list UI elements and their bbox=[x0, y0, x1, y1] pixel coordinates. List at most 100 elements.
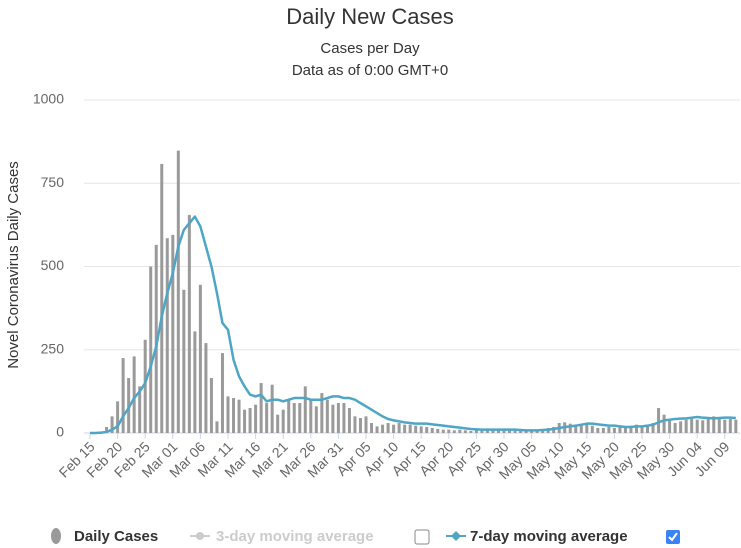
bar bbox=[419, 426, 423, 433]
bar bbox=[232, 398, 236, 433]
bar bbox=[160, 163, 164, 433]
checkbox[interactable] bbox=[414, 529, 430, 545]
bar bbox=[480, 430, 484, 433]
bar bbox=[458, 429, 462, 433]
bar bbox=[579, 424, 583, 433]
bar bbox=[171, 234, 175, 433]
bar bbox=[463, 430, 467, 433]
bar bbox=[397, 423, 401, 433]
bar bbox=[640, 426, 644, 433]
bar bbox=[342, 403, 346, 433]
bar bbox=[314, 406, 318, 433]
bar bbox=[281, 409, 285, 433]
bar bbox=[226, 396, 230, 433]
bar bbox=[309, 399, 313, 433]
bar bbox=[110, 416, 114, 433]
bar bbox=[403, 424, 407, 433]
bar bbox=[629, 425, 633, 433]
bar bbox=[684, 419, 688, 433]
y-tick-label: 1000 bbox=[33, 91, 64, 107]
bar bbox=[574, 424, 578, 433]
chart-subtitle: Data as of 0:00 GMT+0 bbox=[292, 62, 448, 79]
bar bbox=[254, 404, 258, 433]
bar bbox=[441, 429, 445, 433]
bar bbox=[237, 399, 241, 433]
legend-swatch bbox=[51, 528, 61, 544]
bar bbox=[215, 421, 219, 433]
bar bbox=[568, 423, 572, 433]
bar bbox=[243, 409, 247, 433]
y-tick-label: 0 bbox=[56, 424, 64, 440]
chart-title: Daily New Cases bbox=[286, 4, 454, 29]
y-tick-label: 250 bbox=[41, 340, 65, 356]
bar bbox=[513, 429, 517, 433]
bar bbox=[623, 427, 627, 433]
bar bbox=[209, 378, 213, 433]
bar bbox=[474, 429, 478, 433]
bar bbox=[105, 427, 109, 433]
moving-average-line bbox=[90, 215, 736, 435]
bar bbox=[430, 428, 434, 433]
bar bbox=[392, 424, 396, 433]
legend-label[interactable]: 3-day moving average bbox=[216, 528, 374, 545]
bar bbox=[292, 403, 296, 433]
bar bbox=[154, 244, 158, 433]
bar bbox=[590, 425, 594, 433]
bar bbox=[706, 418, 710, 433]
bar bbox=[585, 423, 589, 433]
bar bbox=[701, 420, 705, 433]
bar bbox=[370, 423, 374, 433]
bar bbox=[596, 428, 600, 433]
y-axis-label: Novel Coronavirus Daily Cases bbox=[5, 161, 22, 369]
bar bbox=[452, 430, 456, 433]
bar bbox=[276, 414, 280, 433]
bar bbox=[386, 423, 390, 433]
legend: Daily Cases 3-day moving average 7-day m… bbox=[51, 528, 680, 545]
bar bbox=[651, 423, 655, 433]
bar bbox=[530, 430, 534, 433]
bar bbox=[204, 343, 208, 433]
legend-swatch bbox=[196, 532, 204, 540]
bar bbox=[491, 429, 495, 433]
bar bbox=[187, 214, 191, 433]
bar bbox=[496, 430, 500, 433]
bar bbox=[298, 403, 302, 433]
bar bbox=[336, 403, 340, 433]
bar bbox=[414, 425, 418, 433]
bar bbox=[116, 401, 120, 433]
bar bbox=[485, 429, 489, 433]
bar bbox=[176, 150, 180, 433]
bar bbox=[519, 431, 523, 433]
legend-label[interactable]: Daily Cases bbox=[74, 528, 158, 545]
bar bbox=[143, 339, 147, 433]
bar bbox=[331, 404, 335, 433]
bar bbox=[138, 386, 142, 433]
bar bbox=[353, 416, 357, 433]
bar bbox=[425, 427, 429, 433]
bar bbox=[662, 414, 666, 433]
bar bbox=[728, 419, 732, 433]
y-tick-label: 500 bbox=[41, 257, 65, 273]
bar bbox=[220, 353, 224, 433]
bar bbox=[198, 284, 202, 433]
bar bbox=[508, 430, 512, 433]
bar bbox=[259, 383, 263, 433]
legend-swatch bbox=[451, 531, 461, 541]
bar bbox=[723, 419, 727, 433]
bar bbox=[270, 384, 274, 433]
bar bbox=[618, 426, 622, 433]
bar bbox=[193, 331, 197, 433]
bar bbox=[149, 266, 153, 433]
bar bbox=[436, 429, 440, 433]
bar bbox=[358, 418, 362, 433]
bar bbox=[364, 416, 368, 433]
y-tick-label: 750 bbox=[41, 174, 65, 190]
bar bbox=[408, 424, 412, 433]
legend-label[interactable]: 7-day moving average bbox=[470, 528, 628, 545]
bar bbox=[265, 403, 269, 433]
bar bbox=[287, 399, 291, 433]
bar bbox=[121, 358, 125, 433]
checkmark bbox=[668, 532, 678, 542]
chart-subtitle: Cases per Day bbox=[320, 40, 420, 57]
